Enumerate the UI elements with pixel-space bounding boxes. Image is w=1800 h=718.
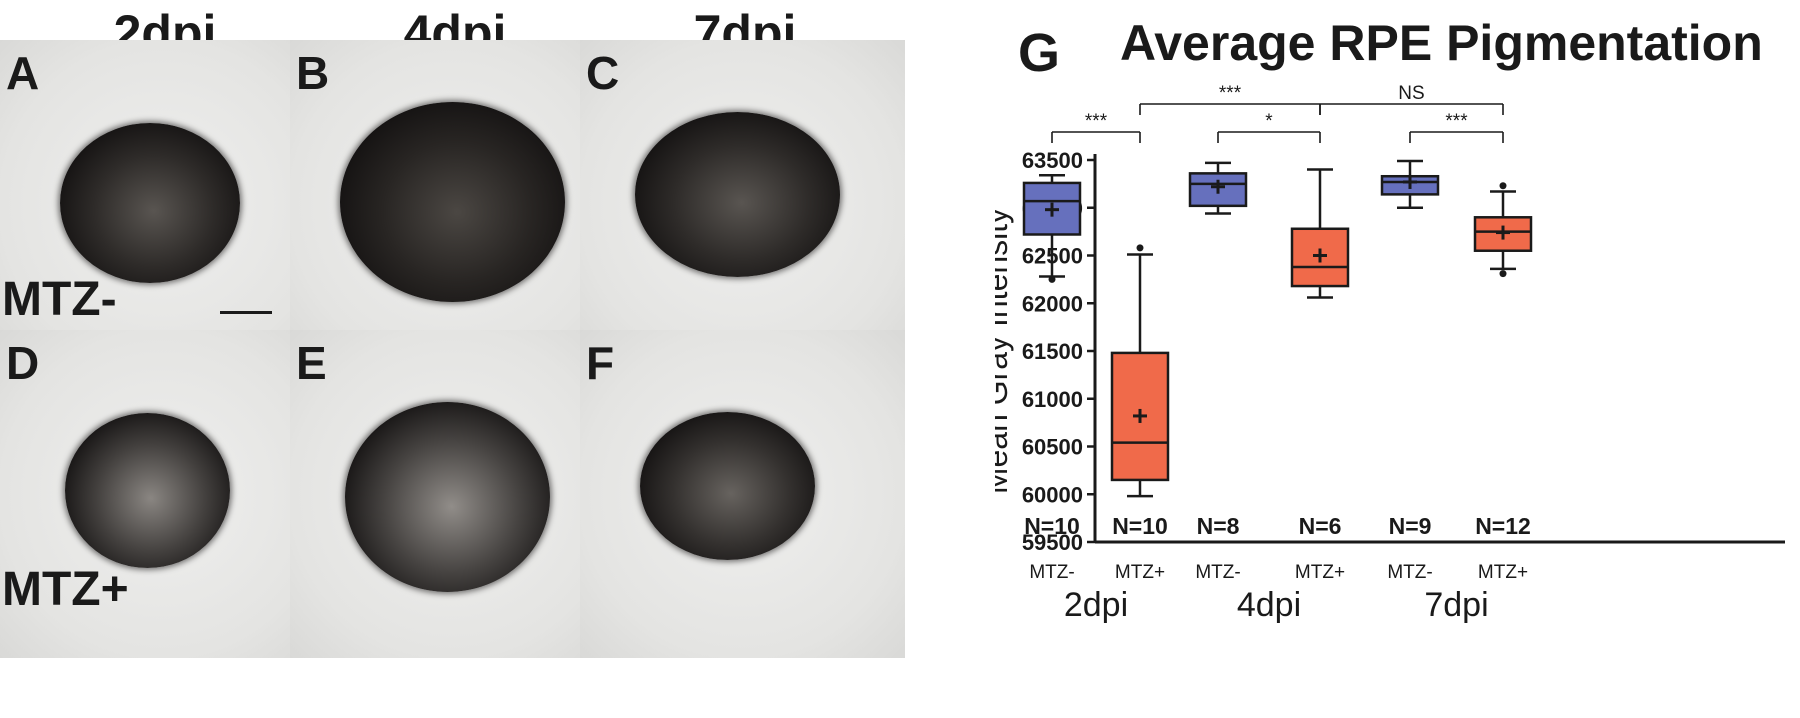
box-iqr <box>1290 227 1350 288</box>
x-category-label: MTZ- <box>1195 562 1240 583</box>
box-iqr <box>1188 172 1248 208</box>
significance-label: *** <box>1219 83 1242 104</box>
panel-letter: E <box>296 337 327 389</box>
x-category-label: MTZ+ <box>1295 562 1345 583</box>
scale-bar <box>220 311 272 314</box>
y-tick-label: 61000 <box>1022 387 1083 412</box>
n-label: N=9 <box>1389 513 1432 539</box>
x-group-label: 7dpi <box>1424 586 1488 624</box>
x-category-label: MTZ+ <box>1115 562 1165 583</box>
significance-label: NS <box>1398 83 1424 104</box>
micrograph-panel: E <box>290 330 615 658</box>
outlier-point <box>1499 270 1507 278</box>
eye-image <box>635 112 840 277</box>
n-label: N=12 <box>1475 513 1531 539</box>
x-group-label: 2dpi <box>1064 586 1128 624</box>
significance-label: * <box>1265 111 1273 132</box>
eye-image <box>65 413 230 568</box>
panel-letter: B <box>296 47 330 99</box>
y-tick-label: 61500 <box>1022 339 1083 364</box>
n-label: N=10 <box>1112 513 1168 539</box>
panel-letter: C <box>586 47 620 99</box>
micrograph-panel: D <box>0 330 325 658</box>
outlier-point <box>1136 244 1144 252</box>
y-tick-label: 60000 <box>1022 482 1083 507</box>
n-label: N=8 <box>1197 513 1240 539</box>
eye-image <box>345 402 550 592</box>
x-category-label: MTZ- <box>1387 562 1432 583</box>
panel-letter-g: G <box>1018 23 1061 83</box>
eye-image <box>60 123 240 283</box>
y-tick-label: 59500 <box>1022 530 1083 555</box>
outlier-point <box>1499 182 1507 190</box>
panel-letter: A <box>6 47 40 99</box>
y-tick-label: 62000 <box>1022 291 1083 316</box>
row-label-mtz-minus: MTZ- <box>2 273 117 326</box>
outlier-point <box>1048 275 1056 283</box>
y-tick-label: 60500 <box>1022 435 1083 460</box>
significance-label: *** <box>1085 111 1108 132</box>
panel-letter: F <box>586 337 615 389</box>
row-label-mtz-plus: MTZ+ <box>2 563 129 616</box>
chart-title: Average RPE Pigmentation <box>1120 15 1763 71</box>
micrograph-panel: A <box>0 40 325 368</box>
micrograph-panel: C <box>580 40 905 368</box>
x-group-label: 4dpi <box>1237 586 1301 624</box>
n-label: N=10 <box>1024 513 1080 539</box>
y-axis-label: Mean Gray Intensity <box>995 208 1014 494</box>
y-tick-label: 63500 <box>1022 148 1083 173</box>
significance-label: *** <box>1445 111 1468 132</box>
panel-letter: D <box>6 337 40 389</box>
n-label: N=6 <box>1299 513 1342 539</box>
eye-image <box>640 412 815 560</box>
micrograph-panel: F <box>580 330 905 658</box>
box-plot: 5950060000605006100061500620006250063000… <box>995 83 1785 624</box>
micrograph-panel: B <box>290 40 615 368</box>
eye-image <box>340 102 565 302</box>
x-category-label: MTZ+ <box>1478 562 1528 583</box>
x-category-label: MTZ- <box>1029 562 1074 583</box>
